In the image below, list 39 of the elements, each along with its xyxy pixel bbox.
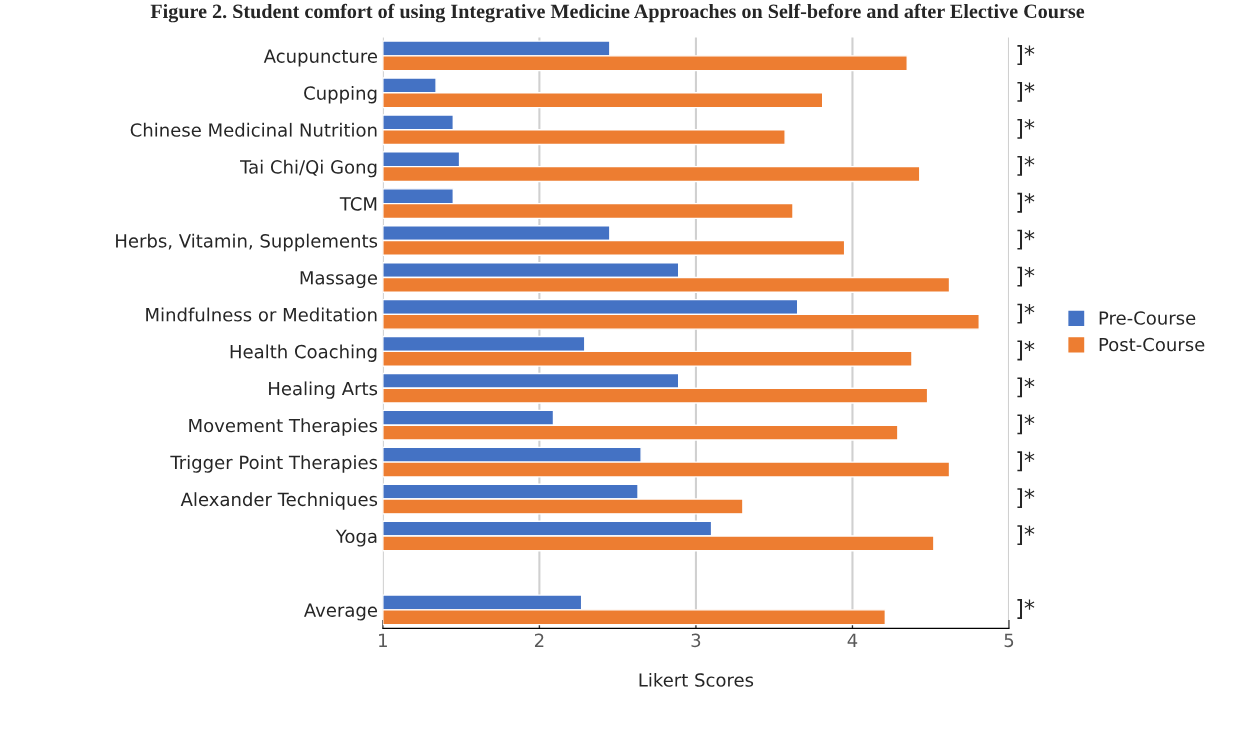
text: ]* bbox=[1017, 303, 1035, 324]
y-tick-label: Mindfulness or Meditation bbox=[146, 307, 377, 322]
x-axis-title: Likert Scores bbox=[639, 672, 754, 687]
y-tick-label: Trigger Point Therapies bbox=[170, 455, 378, 473]
y-tick-label: Tai Chi/Qi Gong bbox=[240, 159, 377, 178]
text: ]* bbox=[1017, 377, 1035, 398]
x-tick-label: 2 bbox=[534, 633, 544, 647]
y-tick-label: TCM bbox=[339, 197, 377, 211]
y-tick-label: Acupuncture bbox=[263, 49, 378, 67]
text: ]* bbox=[1017, 451, 1035, 472]
x-tick-label: 3 bbox=[691, 633, 701, 648]
text: ]* bbox=[1017, 414, 1035, 435]
legend-label: Pre-Course bbox=[1099, 311, 1196, 325]
y-tick-label: Alexander Techniques bbox=[180, 492, 378, 510]
chart-title: Figure 2. Student comfort of using Integrative Medicine Approaches on Self-before and after Elective Course bbox=[150, 3, 1085, 23]
text: ]* bbox=[1017, 155, 1035, 176]
y-tick-label: Average bbox=[303, 603, 378, 621]
y-tick-label: Herbs, Vitamin, Supplements bbox=[116, 233, 378, 252]
y-tick-label: Chinese Medicinal Nutrition bbox=[130, 122, 377, 137]
text: ]* bbox=[1017, 82, 1035, 102]
text: ]* bbox=[1017, 229, 1035, 250]
text: ]* bbox=[1017, 599, 1035, 619]
text: ]* bbox=[1017, 525, 1035, 546]
legend-label: Post-Course bbox=[1099, 337, 1205, 352]
y-tick-label: Healing Arts bbox=[269, 381, 378, 399]
text: ]* bbox=[1017, 266, 1035, 287]
y-tick-label: Health Coaching bbox=[230, 344, 377, 362]
text: ]* bbox=[1017, 488, 1035, 509]
y-tick-label: Movement Therapies bbox=[189, 418, 378, 436]
text: ]* bbox=[1017, 118, 1035, 139]
text: ]* bbox=[1017, 340, 1035, 361]
x-tick-label: 4 bbox=[847, 633, 858, 647]
text: ]* bbox=[1017, 192, 1035, 213]
y-tick-label: Cupping bbox=[304, 85, 377, 104]
text: ]* bbox=[1017, 45, 1035, 65]
x-tick-label: 5 bbox=[1004, 633, 1014, 648]
y-tick-label: Yoga bbox=[335, 529, 377, 547]
x-tick-label: 1 bbox=[379, 633, 387, 647]
y-tick-label: Massage bbox=[300, 271, 378, 289]
